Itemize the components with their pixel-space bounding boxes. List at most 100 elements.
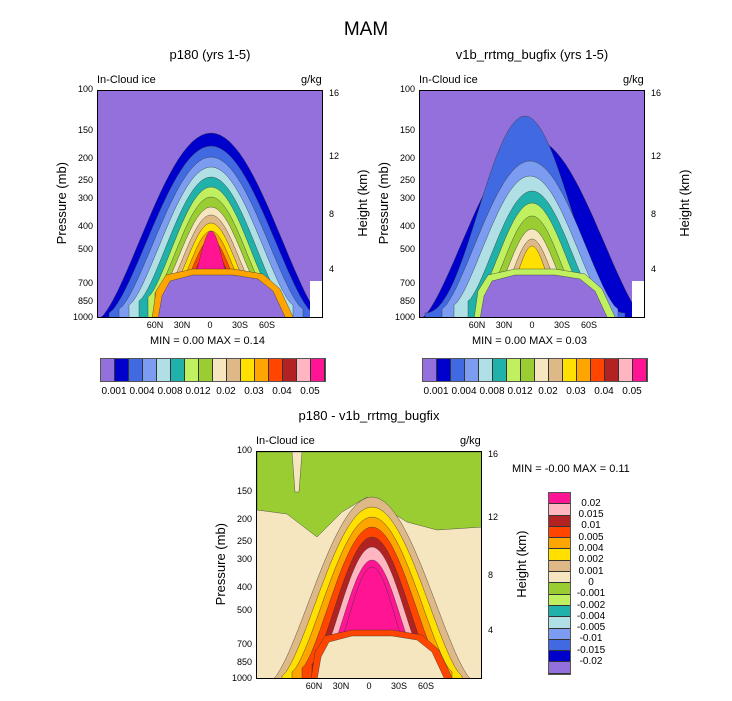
colorbar-swatch <box>619 359 633 381</box>
colorbar-swatch <box>479 359 493 381</box>
colorbar-swatch <box>549 560 570 573</box>
topography-mask <box>317 635 445 678</box>
colorbar-swatch <box>115 359 129 381</box>
colorbar-swatch <box>549 538 570 550</box>
latitude-tick-label: 60N <box>305 681 323 691</box>
colorbar-label: 0.02 <box>538 386 558 397</box>
colorbar-swatch <box>283 359 297 381</box>
height-tick-label: 12 <box>651 151 662 161</box>
variable-label: In-Cloud ice <box>256 435 315 447</box>
colorbar-label: 0.015 <box>578 509 604 521</box>
colorbar-swatch <box>465 359 479 381</box>
latitude-tick-label: 0 <box>207 320 213 330</box>
y-axis-right-label: Height (km) <box>354 169 370 237</box>
colorbar-swatch <box>507 359 521 381</box>
latitude-tick-label: 60N <box>468 320 486 330</box>
colorbar-label: 0.004 <box>451 386 477 397</box>
pressure-tick-label: 700 <box>236 639 252 649</box>
panel-title: v1b_rrtmg_bugfix (yrs 1-5) <box>455 47 609 62</box>
colorbar-label: 0.004 <box>578 543 604 554</box>
colorbar-swatch <box>549 605 570 618</box>
colorbar-label: -0.002 <box>576 599 606 611</box>
colorbar-swatch <box>549 572 570 584</box>
y-axis-right-label: Height (km) <box>676 169 692 237</box>
latitude-tick-label: 30S <box>390 681 407 691</box>
topography-mask <box>480 274 608 317</box>
pressure-tick-label: 250 <box>77 175 93 185</box>
pressure-tick-label: 850 <box>399 296 415 306</box>
colorbar-label: -0.015 <box>576 644 606 656</box>
colorbar-swatch <box>549 549 570 561</box>
height-tick-label: 12 <box>488 512 499 522</box>
pressure-tick-label: 200 <box>236 514 252 524</box>
colorbar-swatch <box>423 359 437 381</box>
colorbar-swatch <box>549 526 570 539</box>
colorbar-swatch <box>549 617 570 629</box>
pressure-tick-label: 250 <box>399 175 415 185</box>
pressure-tick-label: 500 <box>399 244 415 254</box>
pressure-tick-label: 100 <box>399 84 415 94</box>
colorbar-label: 0.04 <box>594 386 614 397</box>
pressure-tick-label: 300 <box>236 554 252 564</box>
colorbar-swatch <box>549 359 563 381</box>
contour-plot-2 <box>419 90 645 318</box>
colorbar-label: 0.001 <box>578 565 604 577</box>
panel-title: p180 (yrs 1-5) <box>169 47 251 62</box>
colorbar-swatch <box>451 359 465 381</box>
colorbar-label: 0 <box>588 576 594 588</box>
colorbar-swatch <box>549 504 570 516</box>
colorbar-swatch <box>591 359 605 381</box>
latitude-tick-label: 60S <box>580 320 597 330</box>
colorbar-swatch <box>241 359 255 381</box>
figure-title: MAM <box>343 19 389 40</box>
min-max-text: MIN = 0.00 MAX = 0.03 <box>472 335 587 347</box>
colorbar-swatch <box>633 359 647 381</box>
negative-region <box>257 452 481 538</box>
topography-mask <box>158 274 286 317</box>
min-max-text: MIN = 0.00 MAX = 0.14 <box>150 335 265 347</box>
colorbar <box>422 358 648 382</box>
colorbar-swatch <box>185 359 199 381</box>
colorbar-label: 0.002 <box>578 554 604 566</box>
colorbar-swatch <box>549 594 570 606</box>
pressure-tick-label: 300 <box>77 193 93 203</box>
colorbar-swatch <box>227 359 241 381</box>
colorbar-label: 0.008 <box>157 386 183 397</box>
colorbar-swatch <box>549 651 570 663</box>
colorbar-swatch <box>535 359 549 381</box>
missing-data <box>632 281 644 317</box>
height-tick-label: 16 <box>329 88 340 98</box>
colorbar-swatch <box>577 359 591 381</box>
colorbar-swatch <box>549 639 570 652</box>
colorbar-swatch <box>213 359 227 381</box>
y-axis-right-label: Height (km) <box>513 530 529 598</box>
colorbar-label: 0.001 <box>101 386 127 397</box>
height-tick-label: 8 <box>488 570 494 580</box>
latitude-tick-label: 30S <box>553 320 570 330</box>
contour-fill <box>257 452 481 678</box>
missing-data <box>310 281 322 317</box>
colorbar-swatch <box>255 359 269 381</box>
colorbar <box>548 492 571 675</box>
pressure-tick-label: 400 <box>236 582 252 592</box>
colorbar-label: 0.001 <box>423 386 449 397</box>
pressure-tick-label: 1000 <box>395 312 416 322</box>
pressure-tick-label: 850 <box>236 657 252 667</box>
height-tick-label: 4 <box>488 625 494 635</box>
colorbar-label: 0.012 <box>185 386 211 397</box>
colorbar-label: 0.004 <box>129 386 155 397</box>
colorbar-swatch <box>605 359 619 381</box>
latitude-tick-label: 30S <box>231 320 248 330</box>
pressure-tick-label: 250 <box>236 536 252 546</box>
pressure-tick-label: 150 <box>77 125 93 135</box>
colorbar-label: 0.02 <box>581 497 601 509</box>
units-label: g/kg <box>460 435 481 447</box>
latitude-tick-label: 0 <box>529 320 535 330</box>
colorbar-swatch <box>549 493 570 505</box>
colorbar-label: -0.01 <box>579 633 603 645</box>
colorbar-label: 0.05 <box>622 386 642 397</box>
colorbar-label: 0.04 <box>272 386 292 397</box>
colorbar-label: 0.008 <box>479 386 505 397</box>
latitude-tick-label: 60S <box>417 681 434 691</box>
